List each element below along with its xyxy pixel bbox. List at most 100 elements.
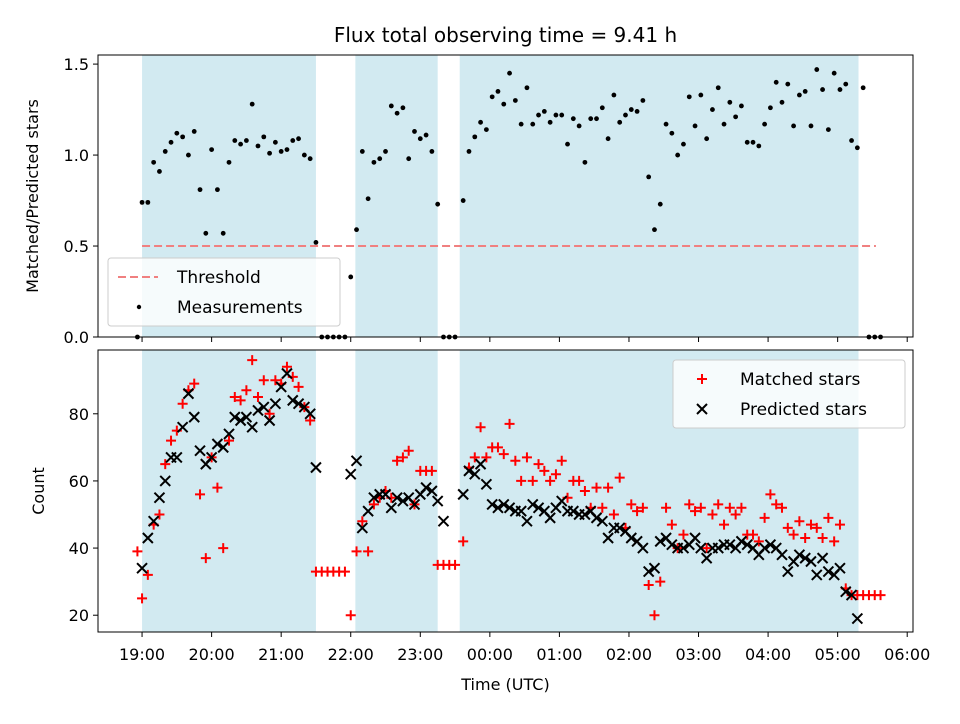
- predicted-star-point: [275, 381, 287, 393]
- measurement-point: [710, 107, 715, 112]
- measurement-point: [261, 134, 267, 140]
- predicted-star-point: [269, 398, 282, 410]
- measurement-point: [359, 149, 365, 154]
- matched-star-point: [608, 509, 619, 520]
- predicted-star-point: [310, 461, 322, 474]
- x-tick-label: 20:00: [189, 645, 235, 664]
- matched-star-point: [556, 455, 567, 466]
- x-axis-label: Time (UTC): [460, 675, 549, 694]
- matched-star-point: [724, 502, 735, 513]
- measurement-point: [232, 138, 238, 143]
- measurement-point: [762, 121, 768, 127]
- matched-star-point: [154, 509, 165, 520]
- predicted-stars-points: [136, 367, 864, 625]
- measurement-point: [180, 134, 186, 140]
- measurement-point: [290, 138, 296, 143]
- measurement-point: [429, 149, 435, 154]
- matched-star-point: [224, 435, 235, 446]
- measurement-point: [495, 88, 501, 94]
- predicted-star-point: [437, 515, 450, 527]
- measurement-point: [860, 85, 866, 91]
- y-tick-label: 20: [69, 606, 89, 625]
- predicted-star-point: [205, 451, 218, 464]
- predicted-star-point: [677, 542, 690, 554]
- measurement-point: [715, 85, 721, 91]
- measurement-point: [383, 149, 388, 154]
- matched-star-point: [730, 509, 741, 520]
- predicted-star-point: [457, 488, 469, 501]
- predicted-star-point: [153, 492, 166, 504]
- predicted-star-point: [840, 586, 852, 598]
- predicted-star-point: [596, 515, 609, 527]
- predicted-star-point: [194, 445, 206, 457]
- matched-star-point: [632, 506, 643, 517]
- measurement-point: [744, 139, 750, 145]
- measurement-point: [394, 110, 400, 116]
- measurement-point: [831, 70, 837, 76]
- measurement-point: [365, 196, 371, 202]
- predicted-star-point: [515, 505, 527, 517]
- measurement-point: [825, 127, 831, 132]
- matched-star-point: [504, 418, 515, 429]
- measurement-point: [215, 187, 220, 193]
- measurement-point: [388, 103, 394, 109]
- measurement-point: [785, 81, 791, 87]
- measurement-point: [605, 136, 611, 142]
- measurement-point: [238, 141, 243, 147]
- measurement-point: [779, 99, 785, 105]
- measurement-point: [628, 107, 634, 112]
- predicted-star-point: [625, 532, 637, 544]
- matched-star-point: [829, 536, 840, 547]
- measurement-point: [640, 98, 646, 103]
- measurement-point: [768, 105, 773, 111]
- measurement-point: [278, 149, 284, 154]
- measurement-point: [203, 230, 209, 236]
- predicted-star-point: [764, 539, 777, 551]
- predicted-star-point: [362, 505, 374, 517]
- matched-star-point: [189, 378, 200, 389]
- predicted-star-point: [712, 542, 724, 554]
- predicted-star-point: [532, 502, 545, 514]
- measurement-point: [417, 136, 423, 142]
- matched-star-point: [533, 459, 544, 470]
- matched-star-point: [527, 475, 538, 486]
- matched-star-point: [800, 533, 811, 543]
- measurement-point: [681, 141, 686, 147]
- measurement-point: [756, 143, 762, 149]
- matched-star-point: [510, 455, 521, 466]
- matched-star-point: [794, 516, 805, 527]
- measurement-point: [843, 81, 849, 87]
- predicted-star-point: [217, 441, 229, 454]
- predicted-star-point: [281, 367, 293, 380]
- matched-star-point: [357, 516, 368, 527]
- matched-star-point: [235, 395, 246, 406]
- measurement-point: [139, 199, 145, 205]
- measurement-point: [243, 138, 249, 143]
- matched-star-point: [339, 566, 350, 577]
- matched-star-point: [649, 610, 660, 621]
- predicted-star-point: [391, 492, 403, 504]
- top-legend-box: [107, 257, 341, 327]
- predicted-star-point: [613, 522, 626, 534]
- predicted-star-point: [590, 512, 603, 524]
- measurement-point: [669, 130, 675, 136]
- matched-star-point: [351, 546, 362, 557]
- predicted-star-point: [602, 532, 614, 544]
- predicted-star-point: [408, 498, 421, 511]
- predicted-star-point: [159, 475, 171, 487]
- measurement-point: [466, 149, 472, 154]
- matched-star-point: [637, 502, 648, 513]
- matched-star-point: [765, 489, 776, 500]
- measurement-point: [733, 114, 739, 120]
- predicted-star-point: [845, 589, 858, 601]
- measurement-point: [849, 138, 854, 143]
- predicted-star-point: [240, 411, 253, 423]
- predicted-star-point: [469, 468, 481, 480]
- measurement-point: [576, 123, 582, 129]
- matched-star-point: [701, 543, 712, 554]
- x-tick-label: 05:00: [815, 645, 861, 664]
- top-x-ticks: [141, 337, 908, 342]
- matched-star-point: [450, 559, 461, 570]
- chart-title: Flux total observing time = 9.41 h: [334, 23, 677, 47]
